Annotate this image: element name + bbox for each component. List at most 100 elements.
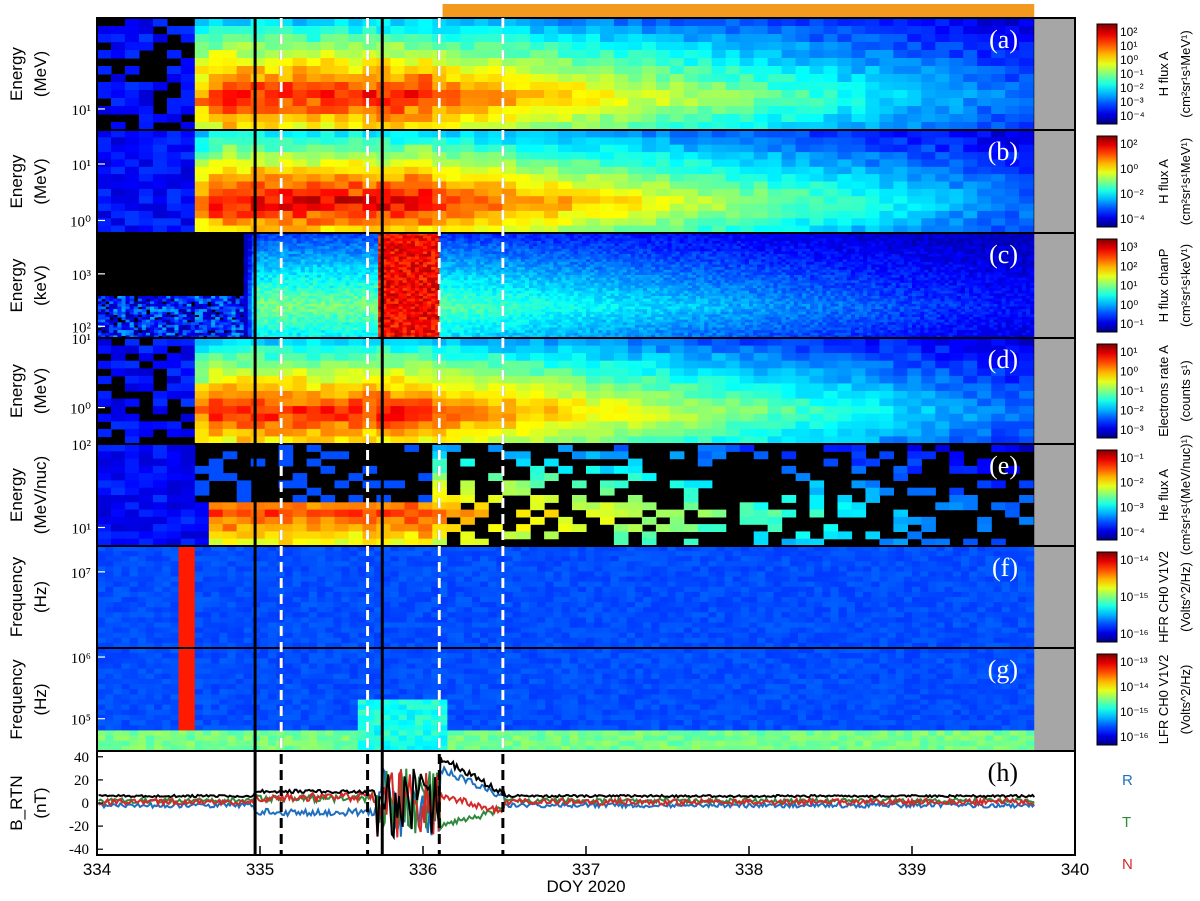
heat-cell bbox=[243, 309, 249, 313]
heat-cell bbox=[276, 261, 281, 266]
heat-cell bbox=[321, 261, 326, 266]
heat-cell bbox=[288, 254, 294, 258]
heat-cell bbox=[255, 282, 261, 287]
heat-cell bbox=[446, 98, 461, 107]
heat-cell bbox=[655, 174, 671, 183]
heat-cell bbox=[186, 314, 192, 318]
heat-cell bbox=[641, 58, 657, 67]
heat-cell bbox=[739, 203, 755, 212]
heat-cell bbox=[460, 144, 475, 153]
heat-cell bbox=[268, 277, 273, 281]
heat-cell bbox=[641, 106, 657, 115]
heat-cell bbox=[404, 26, 419, 35]
heat-cell bbox=[276, 288, 281, 292]
heat-cell bbox=[124, 106, 140, 115]
heat-cell bbox=[239, 298, 245, 302]
heat-cell bbox=[865, 144, 880, 153]
heat-cell bbox=[208, 218, 224, 227]
heat-cell bbox=[341, 330, 347, 334]
heat-cell bbox=[260, 332, 265, 336]
heat-cell bbox=[124, 34, 140, 43]
heat-cell bbox=[697, 203, 713, 212]
heat-cell bbox=[208, 130, 224, 138]
heat-cell bbox=[194, 298, 200, 302]
heat-cell bbox=[809, 188, 825, 197]
heat-cell bbox=[141, 324, 147, 329]
heat-cell bbox=[1019, 114, 1034, 123]
heat-cell bbox=[823, 188, 839, 197]
heat-cell bbox=[280, 243, 286, 247]
heat-cell bbox=[272, 248, 277, 252]
heat-cell bbox=[337, 285, 343, 289]
heat-cell bbox=[809, 174, 825, 183]
heat-cell bbox=[949, 18, 964, 27]
heat-cell bbox=[357, 235, 363, 239]
heat-cell bbox=[231, 322, 237, 326]
heat-cell bbox=[823, 152, 839, 161]
heat-cell bbox=[781, 106, 797, 115]
heat-cell bbox=[166, 301, 171, 305]
heat-cell bbox=[260, 298, 265, 302]
heat-cell bbox=[313, 256, 318, 260]
heat-cell bbox=[329, 332, 334, 336]
heat-cell bbox=[823, 210, 839, 219]
heat-cell bbox=[219, 298, 224, 302]
heat-cell bbox=[949, 122, 964, 131]
heat-cell bbox=[879, 114, 894, 123]
heat-cell bbox=[306, 50, 322, 59]
heat-cell bbox=[935, 210, 950, 219]
heat-cell bbox=[851, 50, 867, 59]
heat-cell bbox=[334, 196, 350, 205]
heat-cell bbox=[418, 203, 433, 212]
heat-cell bbox=[325, 251, 330, 255]
heat-cell bbox=[488, 34, 503, 43]
heat-cell bbox=[837, 181, 853, 190]
heat-cell bbox=[341, 290, 347, 294]
heat-cell bbox=[170, 311, 176, 315]
heat-cell bbox=[243, 275, 249, 279]
heat-cell bbox=[150, 330, 155, 334]
heat-cell bbox=[284, 322, 290, 326]
heat-cell bbox=[781, 50, 797, 59]
heat-cell bbox=[325, 240, 330, 245]
heat-cell bbox=[544, 137, 559, 146]
heat-cell bbox=[641, 26, 657, 35]
heat-cell bbox=[357, 277, 363, 281]
heat-cell bbox=[97, 50, 112, 59]
heat-cell bbox=[329, 298, 334, 302]
heat-cell bbox=[390, 58, 405, 67]
heat-cell bbox=[284, 327, 290, 331]
heat-cell bbox=[767, 225, 783, 234]
heat-cell bbox=[353, 240, 359, 245]
heat-cell bbox=[530, 203, 545, 212]
heat-cell bbox=[292, 261, 298, 266]
heat-cell bbox=[353, 248, 359, 252]
heat-cell bbox=[264, 322, 269, 326]
heat-cell bbox=[337, 243, 343, 247]
heat-cell bbox=[502, 196, 517, 205]
heat-cell bbox=[767, 74, 783, 83]
heat-cell bbox=[488, 225, 503, 234]
heat-cell bbox=[304, 269, 310, 273]
heat-cell bbox=[767, 210, 783, 219]
heat-cell bbox=[893, 210, 908, 219]
heat-cell bbox=[558, 152, 573, 161]
heat-cell bbox=[600, 188, 615, 197]
heat-cell bbox=[247, 269, 253, 273]
heat-cell bbox=[292, 269, 298, 273]
heat-cell bbox=[243, 280, 249, 284]
heat-cell bbox=[231, 330, 237, 334]
heat-cell bbox=[313, 238, 318, 242]
heat-cell bbox=[446, 58, 461, 67]
heat-cell bbox=[308, 298, 314, 302]
heat-cell bbox=[641, 203, 657, 212]
heat-cell bbox=[182, 306, 188, 310]
heat-cell bbox=[97, 330, 102, 334]
heat-cell bbox=[488, 218, 503, 227]
heat-cell bbox=[247, 293, 253, 297]
heat-cell bbox=[255, 240, 261, 245]
heat-cell bbox=[272, 285, 277, 289]
heat-cell bbox=[460, 225, 475, 234]
heat-cell bbox=[300, 246, 306, 250]
